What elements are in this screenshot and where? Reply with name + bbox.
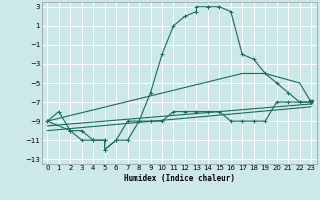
X-axis label: Humidex (Indice chaleur): Humidex (Indice chaleur) (124, 174, 235, 183)
